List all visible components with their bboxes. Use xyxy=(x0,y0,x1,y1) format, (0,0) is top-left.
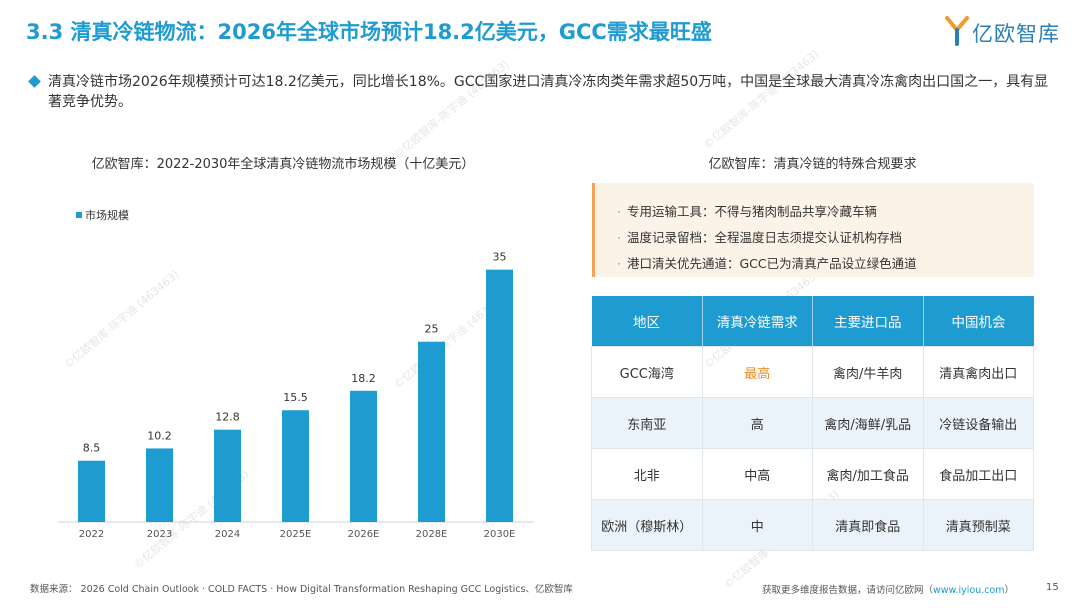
chart-title: 亿欧智库：2022-2030年全球清真冷链物流市场规模（十亿美元） xyxy=(91,157,475,172)
x-tick-label: 2023 xyxy=(147,529,172,540)
table-cell: 中高 xyxy=(701,448,813,500)
table-cell: 东南亚 xyxy=(591,397,703,449)
table-row: 北非 中高 禽肉/加工食品 食品加工出口 xyxy=(591,448,1034,500)
table-row: 欧洲（穆斯林） 中 清真即食品 清真预制菜 xyxy=(591,499,1034,551)
x-tick-labels-group: 2022 2023 2024 2025E 2026E 2028E 2030E xyxy=(79,529,516,540)
logo-text: 亿欧智库 xyxy=(972,22,1060,46)
value-label: 10.2 xyxy=(147,429,172,442)
legend-swatch xyxy=(76,212,82,218)
x-tick-label: 2026E xyxy=(348,529,380,540)
x-tick-label: 2024 xyxy=(215,529,240,540)
data-source-note: 数据来源： 2026 Cold Chain Outlook · COLD FAC… xyxy=(30,584,573,595)
requirement-item: · 港口清关优先通道：GCC已为清真产品设立绿色通道 xyxy=(617,256,917,271)
chart-legend: 市场规模 xyxy=(76,208,129,222)
more-info-note: 获取更多维度报告数据，请访问亿欧网（www.iyiou.com） xyxy=(762,585,1015,596)
bar-2023 xyxy=(146,448,173,522)
dot-bullet-icon: · xyxy=(617,230,621,245)
x-tick-label: 2025E xyxy=(280,529,312,540)
website-link[interactable]: www.iyiou.com xyxy=(933,585,1005,596)
table-header-cell: 地区 xyxy=(591,296,702,347)
dot-bullet-icon: · xyxy=(617,256,621,271)
table-cell: 北非 xyxy=(591,448,703,500)
dot-bullet-icon: · xyxy=(617,204,621,219)
legend-label: 市场规模 xyxy=(85,208,129,222)
bar-2026E xyxy=(350,390,377,522)
table-header-row: 地区 清真冷链需求 主要进口品 中国机会 xyxy=(591,296,1034,347)
table-cell: 欧洲（穆斯林） xyxy=(591,499,703,551)
bars-group xyxy=(78,269,513,522)
bar-2030E xyxy=(486,269,513,522)
table-cell: 清真禽肉出口 xyxy=(922,346,1034,398)
summary-text: 清真冷链市场2026年规模预计可达18.2亿美元，同比增长18%。GCC国家进口… xyxy=(48,74,1049,110)
requirement-item: · 温度记录留档：全程温度日志须提交认证机构存档 xyxy=(617,230,902,245)
value-label: 18.2 xyxy=(351,372,376,385)
bar-2028E xyxy=(418,341,445,522)
table-cell: 清真预制菜 xyxy=(922,499,1034,551)
value-label: 25 xyxy=(425,323,439,336)
table-cell: 禽肉/牛羊肉 xyxy=(812,346,924,398)
region-demand-table: 地区 清真冷链需求 主要进口品 中国机会 GCC海湾 最高 禽肉/牛羊肉 清真禽… xyxy=(591,296,1034,551)
table-cell: 冷链设备输出 xyxy=(922,397,1034,449)
table-cell-highlight: 最高 xyxy=(701,346,813,398)
table-header-cell: 清真冷链需求 xyxy=(701,296,813,347)
page-number: 15 xyxy=(1046,582,1059,593)
requirements-title: 亿欧智库：清真冷链的特殊合规要求 xyxy=(708,157,917,172)
table-row: 东南亚 高 禽肉/海鲜/乳品 冷链设备输出 xyxy=(591,397,1034,449)
table-cell: 禽肉/海鲜/乳品 xyxy=(812,397,924,449)
brand-logo: 亿欧智库 xyxy=(944,14,1062,48)
bar-2022 xyxy=(78,460,105,522)
x-tick-label: 2028E xyxy=(416,529,448,540)
value-label: 15.5 xyxy=(283,391,308,404)
table-cell: 中 xyxy=(701,499,813,551)
table-cell: 禽肉/加工食品 xyxy=(812,448,924,500)
value-label: 12.8 xyxy=(215,411,240,424)
bar-2025E xyxy=(282,410,309,522)
table-row: GCC海湾 最高 禽肉/牛羊肉 清真禽肉出口 xyxy=(591,346,1034,398)
x-tick-label: 2022 xyxy=(79,529,104,540)
diamond-bullet-icon xyxy=(28,75,41,88)
table-cell: 高 xyxy=(701,397,813,449)
table-cell: 清真即食品 xyxy=(812,499,924,551)
table-cell: 食品加工出口 xyxy=(922,448,1034,500)
requirement-item: · 专用运输工具：不得与猪肉制品共享冷藏车辆 xyxy=(617,204,877,219)
requirements-callout: · 专用运输工具：不得与猪肉制品共享冷藏车辆 · 温度记录留档：全程温度日志须提交认… xyxy=(592,183,1034,277)
value-label: 8.5 xyxy=(83,442,101,455)
table-header-cell: 主要进口品 xyxy=(812,296,923,347)
table-cell: GCC海湾 xyxy=(591,346,703,398)
value-label: 35 xyxy=(493,251,507,264)
summary-block: 清真冷链市场2026年规模预计可达18.2亿美元，同比增长18%。GCC国家进口… xyxy=(28,72,1055,112)
bar-2024 xyxy=(214,429,241,522)
table-header-cell: 中国机会 xyxy=(922,296,1034,347)
logo-mark-icon xyxy=(945,16,969,46)
page-title: 3.3 清真冷链物流：2026年全球市场预计18.2亿美元，GCC需求最旺盛 xyxy=(26,20,712,44)
x-tick-label: 2030E xyxy=(484,529,516,540)
value-labels-group: 8.5 10.2 12.8 15.5 18.2 25 35 xyxy=(83,251,507,455)
